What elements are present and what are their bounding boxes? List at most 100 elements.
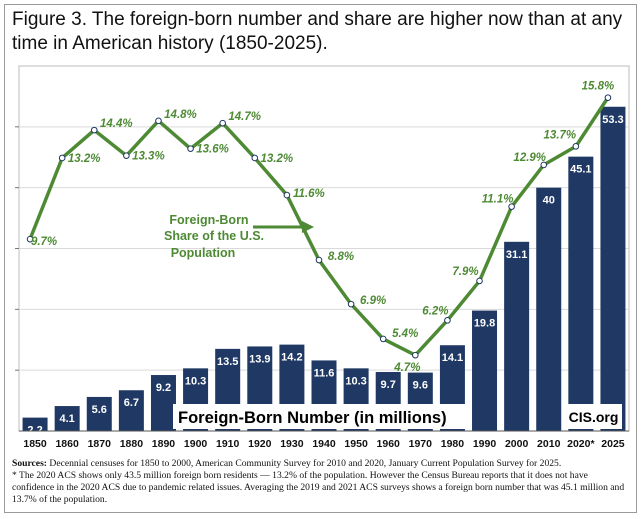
line-label: 6.9% (360, 295, 386, 307)
x-tick-label: 1970 (409, 438, 433, 450)
x-tick-label: 2000 (505, 438, 529, 450)
bar-label: 10.3 (185, 375, 206, 387)
x-tick-label: 1980 (441, 438, 465, 450)
bar-label: 13.5 (217, 356, 238, 368)
line-point (251, 154, 259, 162)
bar-label: 9.7 (381, 379, 396, 391)
line-point (379, 335, 387, 343)
x-tick-label: 1850 (23, 438, 47, 450)
line-annotation: Population (171, 246, 236, 260)
sources-text: Decennial censuses for 1850 to 2000, Ame… (47, 458, 562, 469)
bar-label: 19.8 (474, 318, 495, 330)
line-label: 11.1% (482, 194, 514, 206)
source-tag: CIS.org (569, 409, 619, 425)
chart-title: Figure 3. The foreign-born number and sh… (12, 9, 623, 54)
line-label: 14.8% (164, 109, 197, 121)
footnote: * The 2020 ACS shows only 43.5 million f… (12, 470, 625, 505)
bar-label: 53.3 (602, 114, 623, 126)
bar-label: 14.1 (442, 352, 463, 364)
line-label: 13.2% (260, 153, 293, 165)
line-label: 12.9% (513, 152, 546, 164)
annotation-arrow-head (302, 221, 314, 233)
bar (118, 390, 144, 431)
line-point (155, 117, 162, 125)
line-point (26, 235, 34, 243)
x-tick-label: 1920 (248, 438, 272, 450)
line-point (283, 191, 291, 199)
bar (150, 375, 176, 431)
bar (86, 396, 112, 431)
line-point (58, 154, 66, 162)
x-tick-label: 1900 (184, 438, 208, 450)
bar-label: 11.6 (314, 367, 335, 379)
line-label: 5.4% (392, 328, 418, 340)
line-annotation: Share of the U.S. (164, 229, 264, 243)
line-point (187, 145, 194, 152)
line-point (123, 152, 130, 159)
bar-label: 9.6 (413, 380, 428, 392)
line-label: 8.8% (328, 251, 354, 263)
x-tick-label: 1950 (344, 438, 368, 450)
x-tick-label: 2025 (601, 438, 625, 450)
x-tick-label: 1960 (377, 438, 401, 450)
line-point (90, 126, 98, 134)
bar (600, 106, 626, 431)
bar-label: 45.1 (570, 164, 591, 176)
bar-label: 4.1 (60, 413, 75, 425)
line-point (540, 161, 548, 169)
bar (54, 406, 80, 431)
line-label: 13.3% (132, 151, 165, 163)
line-label: 14.7% (228, 111, 261, 123)
line-label: 7.9% (452, 266, 478, 278)
line-label: 13.6% (196, 144, 229, 156)
x-tick-label: 1880 (120, 438, 144, 450)
line-label: 14.4% (100, 118, 133, 130)
bar-label: 10.3 (345, 375, 366, 387)
bar-label: 9.2 (156, 382, 171, 394)
source-tag-box (565, 404, 622, 429)
bar (568, 156, 594, 431)
x-tick-label: 2020* (567, 438, 595, 450)
bar (536, 187, 562, 431)
x-tick-label: 1990 (473, 438, 497, 450)
line-point (412, 351, 419, 359)
line-label: 13.2% (68, 153, 101, 165)
line-annotation: Foreign-Born (169, 213, 248, 227)
sources-label: Sources: (12, 458, 47, 469)
bar-label: 6.7 (124, 397, 139, 409)
bar-label: 40 (543, 195, 555, 207)
line-point (508, 203, 515, 210)
line-label: 11.6% (293, 188, 325, 200)
x-tick-label: 2010 (537, 438, 561, 450)
x-tick-label: 1930 (280, 438, 304, 450)
sources-note: Sources: Decennial censuses for 1850 to … (12, 458, 632, 470)
line-point (476, 277, 483, 285)
bar (22, 417, 48, 431)
line-point (604, 94, 612, 101)
line-label: 4.7% (393, 362, 420, 374)
bar (504, 241, 530, 431)
line-point (315, 256, 323, 264)
bar-legend-box (173, 404, 465, 429)
line-point (219, 119, 226, 127)
x-tick-label: 1910 (216, 438, 240, 450)
line-label: 13.7% (544, 129, 577, 141)
line-point (444, 317, 451, 324)
bar-label: 13.9 (249, 353, 270, 365)
bar (472, 310, 498, 431)
x-tick-label: 1940 (312, 438, 336, 450)
bar-legend-label: Foreign-Born Number (in millions) (178, 409, 447, 427)
bar-label: 31.1 (506, 249, 527, 261)
line-point (572, 143, 580, 150)
x-tick-label: 1870 (88, 438, 112, 450)
line-label: 15.8% (582, 81, 615, 93)
x-tick-label: 1860 (55, 438, 79, 450)
line-label: 9.7% (31, 236, 57, 248)
bar-label: 5.6 (92, 404, 107, 416)
x-tick-label: 1890 (152, 438, 176, 450)
line-point (347, 300, 355, 308)
bar-label: 14.2 (281, 352, 302, 364)
line-label: 6.2% (422, 305, 448, 317)
chart-notes: Sources: Decennial censuses for 1850 to … (12, 458, 632, 506)
